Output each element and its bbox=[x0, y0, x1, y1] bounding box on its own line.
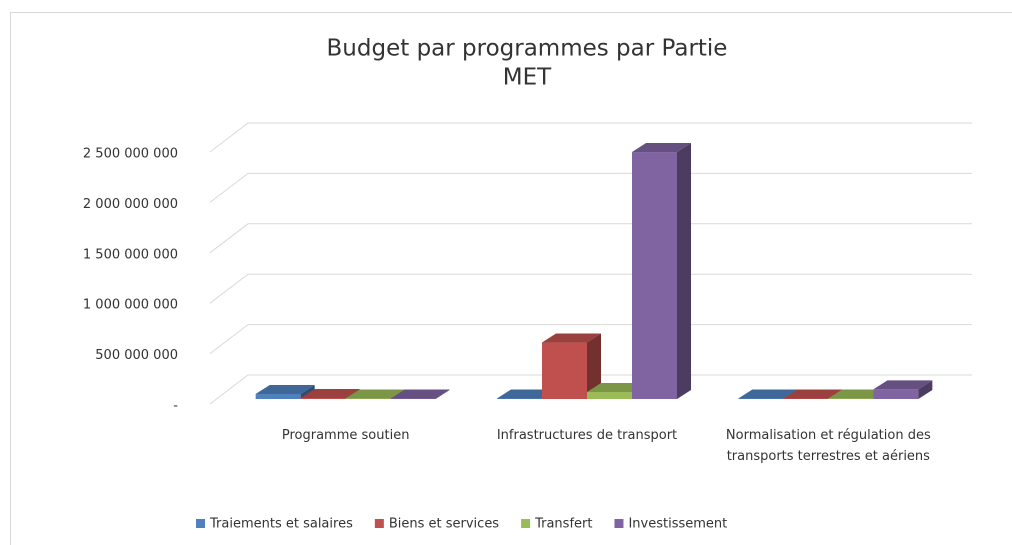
bar-side bbox=[918, 380, 933, 399]
bar-top bbox=[345, 389, 405, 399]
bar-side bbox=[300, 384, 315, 399]
legend-swatch bbox=[196, 519, 205, 528]
bar-front bbox=[738, 398, 784, 399]
chart-frame bbox=[10, 12, 1012, 545]
bar-top bbox=[497, 389, 556, 399]
bar-front bbox=[828, 398, 874, 399]
bar-front bbox=[783, 398, 829, 399]
legend-swatch bbox=[374, 519, 384, 528]
grid-line bbox=[209, 122, 972, 153]
grid-line bbox=[209, 172, 972, 203]
y-tick-label: 2 000 000 000 bbox=[83, 197, 178, 212]
legend-label: Investissement bbox=[628, 517, 727, 532]
bar-top bbox=[300, 388, 360, 398]
bar-top bbox=[828, 389, 888, 399]
legend-swatch bbox=[521, 519, 531, 528]
y-tick-label: 2 500 000 000 bbox=[83, 147, 178, 162]
grid-line bbox=[209, 324, 972, 354]
legend-label: Traiements et salaires bbox=[209, 517, 353, 532]
bar-top bbox=[542, 333, 601, 343]
bar-top bbox=[873, 380, 933, 390]
chart-title: MET bbox=[503, 65, 552, 91]
grid-line bbox=[209, 223, 972, 254]
legend-label: Transfert bbox=[534, 517, 592, 532]
bar-front bbox=[632, 152, 677, 399]
bar-front bbox=[345, 398, 391, 399]
y-tick-label: 1 000 000 000 bbox=[83, 298, 178, 313]
bar-side bbox=[587, 333, 601, 399]
bar-front bbox=[542, 342, 587, 399]
bar-front bbox=[300, 397, 346, 399]
bar-top bbox=[632, 143, 691, 153]
legend-label: Biens et services bbox=[389, 517, 499, 532]
bar-top bbox=[783, 389, 843, 399]
x-tick-label: Programme soutien bbox=[281, 428, 410, 443]
grid-line bbox=[209, 374, 972, 405]
chart-title: Budget par programmes par Partie bbox=[327, 36, 728, 62]
y-tick-label: 1 500 000 000 bbox=[83, 247, 178, 262]
x-tick-label: Normalisation et régulation des transpor… bbox=[725, 428, 931, 464]
bar-top bbox=[587, 382, 646, 392]
bar-top bbox=[738, 389, 798, 399]
bar-front bbox=[497, 398, 542, 399]
bar-top bbox=[255, 384, 315, 394]
bar-front bbox=[255, 393, 301, 399]
bar-front bbox=[873, 389, 919, 399]
bar-front bbox=[390, 398, 436, 399]
legend-swatch bbox=[614, 519, 624, 528]
bar-top bbox=[390, 389, 450, 399]
bar-side bbox=[677, 143, 691, 399]
bar-side bbox=[435, 389, 450, 399]
y-tick-label: 500 000 000 bbox=[95, 348, 178, 363]
y-tick-label: - bbox=[173, 399, 178, 414]
x-tick-label: Infrastructures de transport bbox=[496, 428, 678, 443]
grid-line bbox=[209, 273, 972, 304]
bar-front bbox=[587, 391, 632, 399]
